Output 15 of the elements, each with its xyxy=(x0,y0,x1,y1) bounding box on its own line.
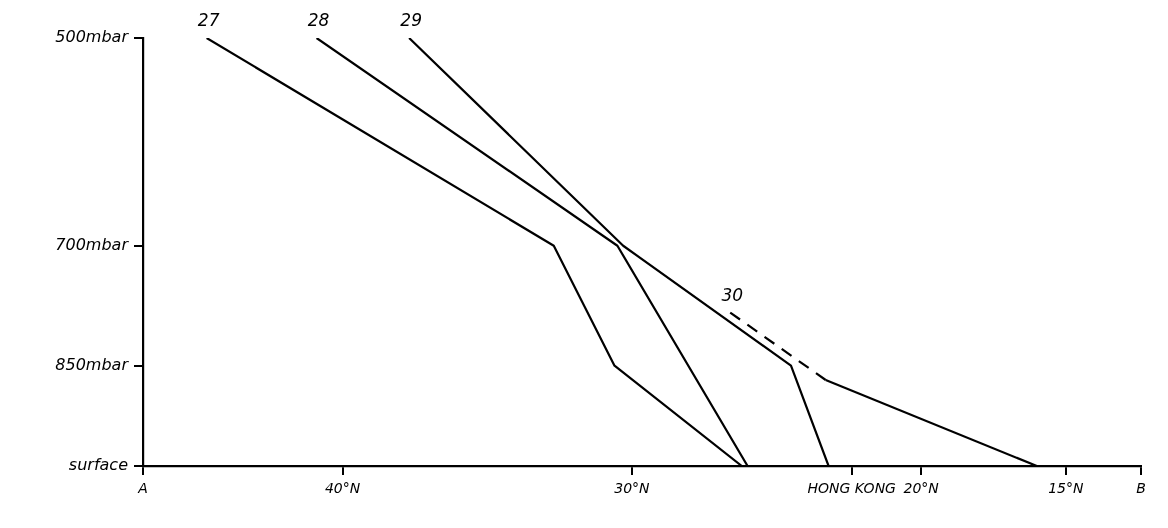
x-tick-label: 20°N xyxy=(903,480,940,497)
y-tick-label: 700mbar xyxy=(55,234,130,254)
y-tick-label: surface xyxy=(68,455,129,475)
y-tick-label: 500mbar xyxy=(55,27,130,47)
series-label: 29 xyxy=(400,9,422,30)
x-tick-label: B xyxy=(1136,480,1146,497)
series-label: 27 xyxy=(197,9,220,30)
series-label: 30 xyxy=(721,284,744,305)
series-label: 28 xyxy=(307,9,330,30)
y-tick-label: 850mbar xyxy=(55,354,130,374)
x-tick-label: 30°N xyxy=(614,480,651,497)
x-tick-label: A xyxy=(137,480,148,497)
x-tick-label: 15°N xyxy=(1048,480,1084,497)
x-tick-label: 40°N xyxy=(324,480,361,497)
x-tick-label: HONG KONG xyxy=(807,480,897,497)
